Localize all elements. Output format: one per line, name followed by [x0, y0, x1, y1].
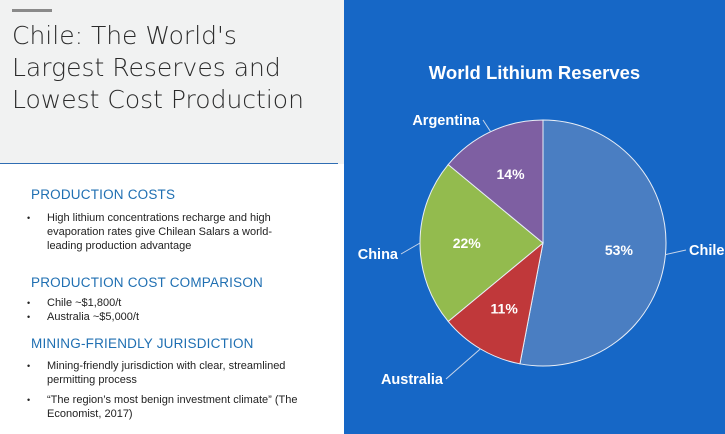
leader-line-chile [665, 249, 687, 256]
list-item: • Chile ~$1,800/t [27, 296, 307, 310]
bullet-text: Chile ~$1,800/t [47, 297, 122, 309]
data-label-chile: 53% [605, 242, 634, 258]
category-label-australia: Australia [381, 372, 444, 388]
category-label-chile: Chile [689, 243, 724, 259]
list-item: • Mining-friendly jurisdiction with clear… [27, 359, 327, 387]
title-line-3: Lowest Cost Production [12, 85, 304, 114]
bullet-glyph: • [27, 361, 31, 371]
chart-title: World Lithium Reserves [428, 62, 641, 83]
category-label-china: China [358, 247, 399, 263]
bullet-text: High lithium concentrations recharge and… [47, 212, 273, 252]
pie-slice-chile [519, 119, 667, 367]
leader-lines [400, 119, 687, 380]
title-line-2: Largest Reserves and [12, 53, 281, 82]
slide-title: Chile: The World's Largest Reserves and … [12, 20, 342, 116]
list-item: • “The region’s most benign investment cl… [27, 393, 327, 421]
pie-slice-china [419, 163, 544, 323]
category-label-argentina: Argentina [412, 113, 481, 129]
list-item: • High lithium concentrations recharge an… [27, 211, 307, 253]
bullet-glyph: • [27, 298, 31, 308]
accent-rule [12, 9, 52, 12]
pie-slice-australia [447, 241, 544, 365]
production-costs-list: • High lithium concentrations recharge an… [27, 211, 307, 253]
leader-line-argentina [482, 119, 492, 132]
data-label-australia: 11% [491, 301, 519, 317]
bullet-text: Mining-friendly jurisdiction with clear,… [47, 360, 286, 386]
bullet-text: “The region’s most benign investment cli… [47, 394, 298, 420]
title-line-1: Chile: The World's [12, 21, 237, 50]
data-label-argentina: 14% [497, 166, 526, 182]
section-heading-cost-comparison: PRODUCTION COST COMPARISON [31, 275, 263, 290]
left-panel: Chile: The World's Largest Reserves and … [0, 0, 344, 434]
bullet-glyph: • [27, 312, 31, 322]
jurisdiction-list: • Mining-friendly jurisdiction with clear… [27, 359, 327, 421]
pie-slices [419, 119, 667, 367]
leader-line-australia [445, 348, 481, 380]
pie-labels: 53% Chile 11% Australia 22% China 14% Argentina [358, 113, 725, 388]
cost-comparison-list: • Chile ~$1,800/t • Australia ~$5,000/t [27, 296, 307, 324]
data-label-china: 22% [453, 235, 482, 251]
pie-chart: 53% Chile 11% Australia 22% China 14% Argentina [358, 113, 725, 388]
title-area [0, 0, 344, 164]
bullet-glyph: • [27, 395, 31, 405]
section-heading-jurisdiction: MINING-FRIENDLY JURISDICTION [31, 336, 254, 351]
bullet-glyph: • [27, 213, 31, 223]
title-divider [0, 163, 338, 164]
pie-slice-argentina [447, 119, 544, 245]
leader-line-china [400, 242, 421, 255]
list-item: • Australia ~$5,000/t [27, 310, 307, 324]
bullet-text: Australia ~$5,000/t [47, 311, 140, 323]
section-heading-production-costs: PRODUCTION COSTS [31, 187, 176, 202]
